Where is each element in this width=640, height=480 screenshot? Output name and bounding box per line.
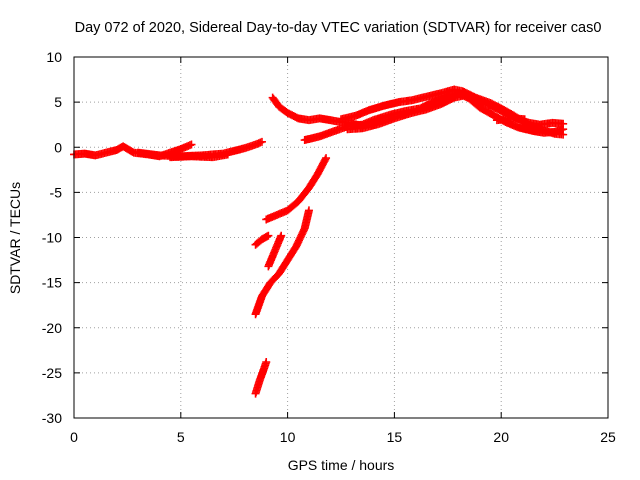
y-tick-label: -30	[42, 410, 62, 426]
axis-ticks	[73, 56, 609, 419]
y-tick-label: 5	[54, 94, 62, 110]
x-tick-label: 0	[70, 429, 78, 445]
data-point	[257, 137, 266, 146]
data-point	[223, 150, 232, 159]
data-series-track-3	[166, 150, 232, 162]
data-point	[520, 115, 529, 124]
data-series-track-10	[251, 206, 313, 319]
data-point	[559, 130, 568, 139]
data-series-track-9	[262, 154, 331, 224]
y-tick-label: -25	[42, 365, 62, 381]
data-series-track-2	[134, 137, 266, 161]
chart-title: Day 072 of 2020, Sidereal Day-to-day VTE…	[75, 20, 602, 36]
data-series-track-12	[264, 231, 286, 271]
data-series-track-11	[251, 231, 273, 249]
y-axis-label: SDTVAR / TECUs	[7, 182, 23, 294]
x-tick-label: 20	[493, 429, 509, 445]
data-series-track-8	[492, 114, 529, 125]
data-point	[277, 231, 286, 240]
data-point	[322, 154, 331, 163]
y-tick-label: -5	[50, 184, 63, 200]
x-tick-label: 5	[177, 429, 185, 445]
series-group	[70, 85, 568, 398]
data-series-track-13	[251, 358, 271, 398]
x-tick-label: 25	[600, 429, 616, 445]
y-tick-label: -15	[42, 275, 62, 291]
y-tick-label: -20	[42, 320, 62, 336]
data-point	[559, 119, 568, 128]
grid	[74, 57, 608, 418]
tick-labels: 0 5 10 15 20 25 -30 -25 -20 -15 -10 -5 0 5 10	[42, 49, 616, 445]
y-tick-label: 10	[46, 49, 62, 65]
data-point	[187, 140, 196, 149]
x-tick-label: 10	[280, 429, 296, 445]
y-tick-label: -10	[42, 230, 62, 246]
data-series-track-7	[343, 90, 568, 134]
data-point	[304, 206, 313, 215]
x-axis-label: GPS time / hours	[288, 457, 395, 473]
data-point	[262, 358, 271, 367]
y-tick-label: 0	[54, 139, 62, 155]
x-tick-label: 15	[387, 429, 403, 445]
data-point	[264, 231, 273, 240]
